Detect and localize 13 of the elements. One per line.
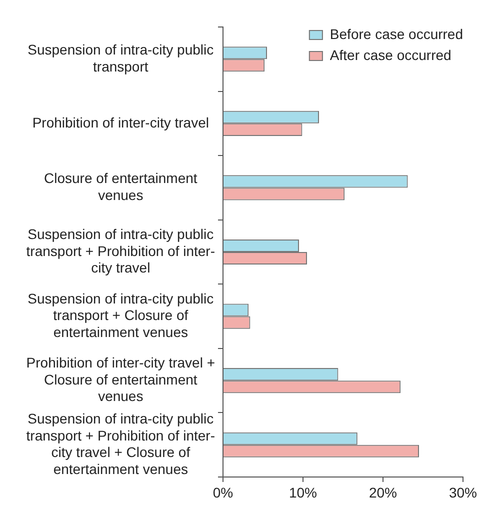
y-tick-label: Suspension of intra-city public transport + Closure of entertainment venues [28,290,214,340]
y-tick-label: Suspension of intra-city public transport + Prohibition of inter-city travel [26,226,216,276]
x-tick-label: 10% [288,484,318,500]
x-tick-label: 30% [448,484,478,500]
y-tick-label: Suspension of intra-city public transport + Prohibition of inter-city travel + Closure of entertainment venues [26,410,216,477]
y-tick-label: Prohibition of inter-city travel + Closure of entertainment venues [26,354,215,404]
x-tick-label: 0% [212,484,234,500]
y-tick-label: Closure of entertainment venues [44,170,198,203]
legend-label: Before case occurred [330,26,464,42]
legend-label: After case occurred [330,46,452,63]
y-tick-label: Suspension of intra-city public transport [28,42,214,74]
y-tick-label: Prohibition of inter-city travel [32,114,209,130]
x-tick-label: 20% [368,484,398,500]
